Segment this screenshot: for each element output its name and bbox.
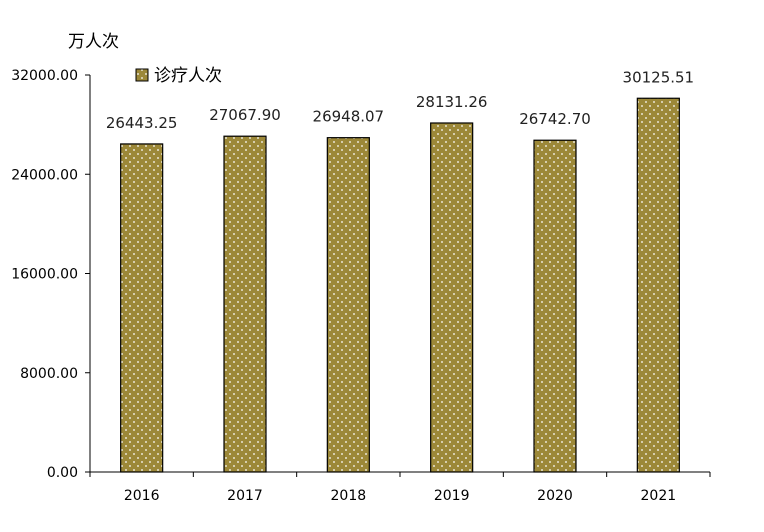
bar-2019 xyxy=(430,122,474,473)
legend-swatch xyxy=(135,68,149,82)
legend-label: 诊疗人次 xyxy=(154,66,222,86)
x-tick-label: 2021 xyxy=(641,488,677,504)
x-tick-label: 2016 xyxy=(124,488,160,504)
bar-2021 xyxy=(636,97,680,473)
x-tick-label: 2019 xyxy=(434,488,470,504)
data-label-2021: 30125.51 xyxy=(623,68,695,86)
x-axis: 2016 2017 2018 2019 2020 2021 xyxy=(89,471,711,504)
data-label-2020: 26742.70 xyxy=(519,110,591,128)
unit-label: 万人次 xyxy=(68,32,119,52)
bar-2018 xyxy=(326,137,370,473)
data-label-2016: 26443.25 xyxy=(106,114,178,132)
x-tick-label: 2018 xyxy=(331,488,367,504)
x-tick-label: 2017 xyxy=(227,488,263,504)
y-tick-label: 16000.00 xyxy=(11,267,78,283)
y-tick-label: 8000.00 xyxy=(20,366,78,382)
bar-2020 xyxy=(533,139,577,473)
data-label-2019: 28131.26 xyxy=(416,93,488,111)
data-labels: 26443.25 27067.90 26948.07 28131.26 26742.70… xyxy=(106,68,694,132)
y-tick-label: 0.00 xyxy=(47,465,78,481)
legend: 诊疗人次 xyxy=(135,66,222,86)
y-axis: 0.00 8000.00 16000.00 24000.00 32000.00 xyxy=(11,68,91,481)
data-label-2017: 27067.90 xyxy=(209,106,281,124)
bar-2017 xyxy=(223,135,267,473)
bars xyxy=(120,97,680,473)
y-tick-label: 24000.00 xyxy=(11,167,78,183)
data-label-2018: 26948.07 xyxy=(313,108,385,126)
bar-2016 xyxy=(120,143,164,473)
y-tick-label: 32000.00 xyxy=(11,68,78,84)
x-tick-label: 2020 xyxy=(537,488,573,504)
